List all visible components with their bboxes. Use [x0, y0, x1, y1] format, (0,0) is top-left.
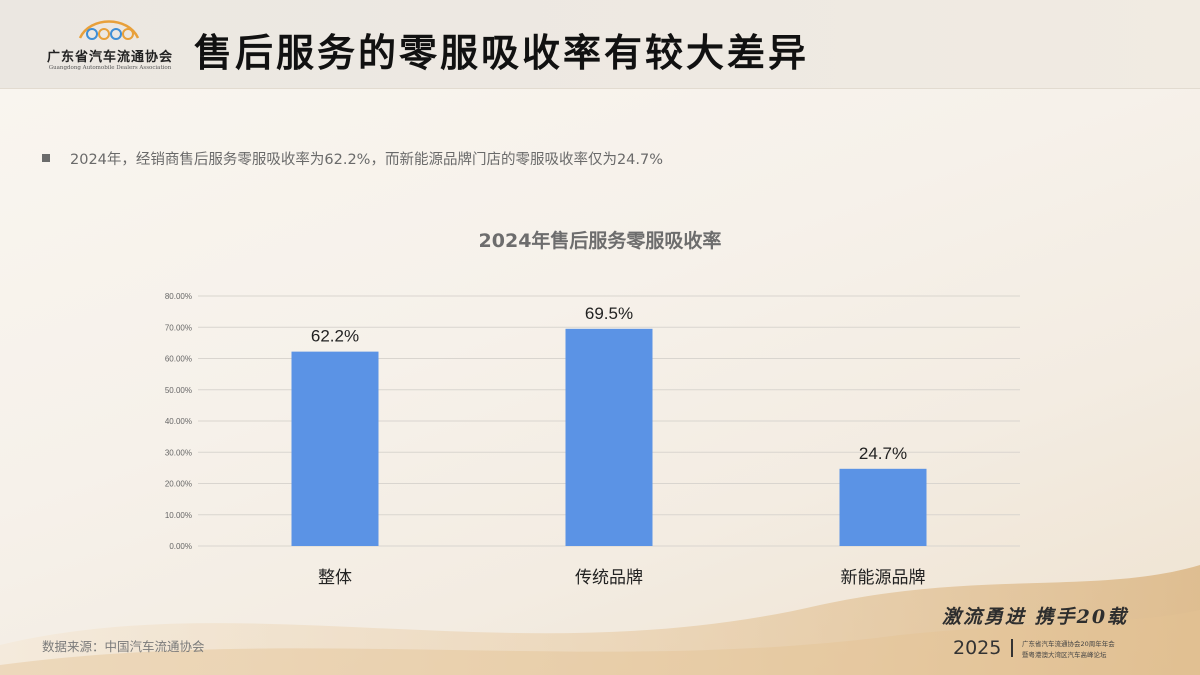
y-tick-label: 50.00% [165, 386, 192, 395]
x-category-label: 新能源品牌 [841, 568, 926, 588]
x-category-label: 整体 [318, 568, 352, 588]
event-year: 2025 [953, 637, 1002, 659]
page-title: 售后服务的零服吸收率有较大差异 [194, 31, 810, 75]
square-bullet-icon [42, 154, 50, 162]
y-tick-label: 0.00% [169, 542, 192, 551]
logo-chinese-name: 广东省汽车流通协会 [46, 50, 173, 65]
bar [839, 468, 927, 546]
bar-chart: 0.00% 10.00% 20.00% 30.00% 40.00% 50.00% 60.00… [165, 292, 1020, 588]
summary-text: 2024年，经销商售后服务零服吸收率为62.2%，而新能源品牌门店的零服吸收率仅… [70, 152, 664, 168]
gada-logo-icon [78, 20, 140, 40]
chart-title: 2024年售后服务零服吸收率 [478, 230, 722, 252]
y-tick-label: 80.00% [165, 292, 192, 301]
bar [291, 351, 379, 546]
association-logo: 广东省汽车流通协会 Guangdong Automobile Dealers A… [40, 18, 180, 78]
y-tick-label: 40.00% [165, 417, 192, 426]
x-category-label: 传统品牌 [575, 568, 643, 588]
event-slogan: 激流勇进 携手20载 [942, 606, 1129, 628]
data-label: 24.7% [859, 444, 907, 463]
header-bar: 广东省汽车流通协会 Guangdong Automobile Dealers A… [0, 0, 1200, 89]
y-tick-label: 60.00% [165, 355, 192, 364]
y-tick-label: 70.00% [165, 323, 192, 332]
y-tick-label: 20.00% [165, 480, 192, 489]
logo-english-name: Guangdong Automobile Dealers Association [48, 65, 172, 71]
y-tick-label: 10.00% [165, 511, 192, 520]
data-source-note: 数据来源：中国汽车流通协会 [42, 639, 205, 654]
data-label: 69.5% [585, 304, 633, 323]
bar [565, 328, 653, 546]
event-name-line1: 广东省汽车流通协会20周年年会 [1022, 640, 1115, 648]
y-tick-label: 30.00% [165, 448, 192, 457]
data-label: 62.2% [311, 327, 359, 346]
event-name-line2: 暨粤港澳大湾区汽车高峰论坛 [1022, 651, 1107, 659]
year-divider [1011, 639, 1013, 657]
